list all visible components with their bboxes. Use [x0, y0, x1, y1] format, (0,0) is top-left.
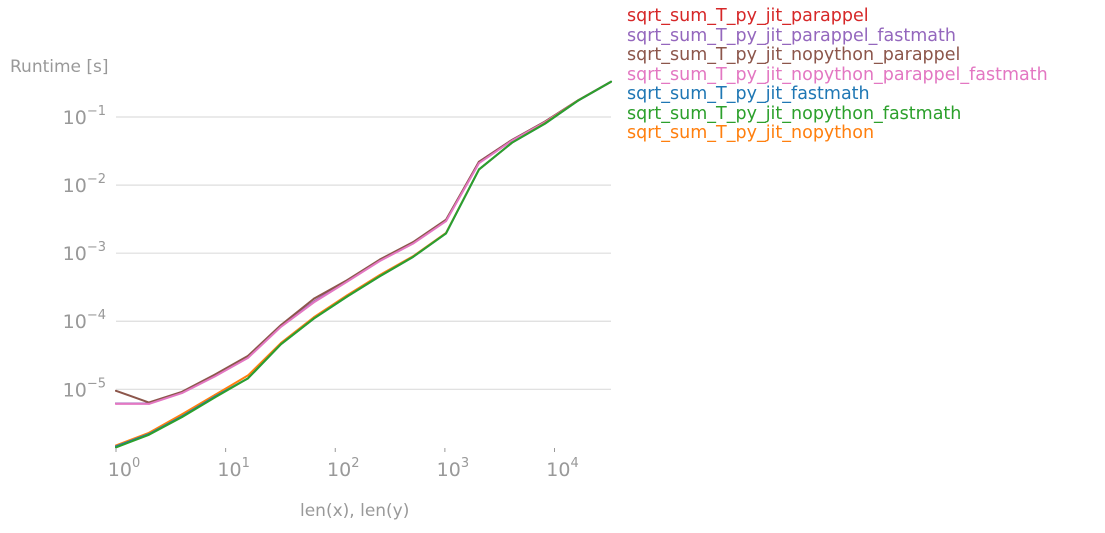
data-point — [115, 389, 117, 392]
data-point — [445, 220, 447, 223]
data-point — [478, 168, 480, 171]
legend-item: sqrt_sum_T_py_jit_nopython — [627, 123, 875, 143]
data-point — [379, 275, 381, 278]
data-point — [148, 433, 150, 436]
y-tick-label: 10−2 — [63, 172, 106, 197]
data-point — [346, 280, 348, 283]
data-point — [412, 242, 414, 245]
y-tick-label: 10−5 — [63, 376, 106, 401]
data-point — [478, 162, 480, 165]
data-point — [610, 80, 612, 83]
data-point — [280, 343, 282, 346]
series-line-sqrt_sum_T_py_jit_nopython — [115, 80, 612, 447]
data-point — [214, 396, 216, 399]
data-point — [313, 301, 315, 304]
data-point — [181, 413, 183, 416]
data-point — [511, 139, 513, 142]
data-point — [577, 99, 579, 102]
x-tick-label: 102 — [327, 456, 359, 481]
data-point — [346, 295, 348, 298]
data-point — [379, 260, 381, 262]
data-point — [115, 403, 117, 405]
series-line-sqrt_sum_T_py_jit_parappel — [115, 80, 612, 405]
series-lines — [115, 80, 612, 449]
data-point — [280, 325, 282, 328]
legend-item: sqrt_sum_T_py_jit_nopython_fastmath — [627, 103, 962, 124]
data-point — [445, 232, 447, 235]
legend-item: sqrt_sum_T_py_jit_nopython_parappel_fast… — [627, 64, 1048, 85]
x-tick-label: 104 — [546, 456, 578, 481]
x-tick-label: 101 — [217, 456, 249, 481]
data-point — [247, 377, 249, 380]
series-line-sqrt_sum_T_py_jit_fastmath — [115, 80, 612, 448]
legend: sqrt_sum_T_py_jit_parappel sqrt_sum_T_py_… — [627, 6, 1048, 144]
data-point — [313, 317, 315, 320]
legend-item: sqrt_sum_T_py_jit_fastmath — [627, 84, 870, 104]
data-point — [181, 416, 183, 419]
data-point — [148, 403, 150, 405]
legend-item: sqrt_sum_T_py_jit_parappel — [627, 6, 869, 26]
x-tick-label: 100 — [108, 456, 140, 481]
legend-item: sqrt_sum_T_py_jit_nopython_parappel — [627, 45, 961, 65]
data-point — [544, 122, 546, 125]
data-point — [115, 446, 117, 449]
series-line-sqrt_sum_T_py_jit_nopython_parappel — [115, 80, 612, 404]
grid-lines — [116, 116, 611, 390]
x-tick-label: 103 — [437, 456, 469, 481]
x-tick-labels: 100 101 102 103 104 — [108, 448, 579, 481]
data-point — [247, 374, 249, 377]
legend-item: sqrt_sum_T_py_jit_parappel_fastmath — [627, 25, 956, 46]
data-point — [214, 375, 216, 378]
series-line-sqrt_sum_T_py_jit_nopython_parappel_fastmath — [115, 80, 612, 405]
y-tick-label: 10−4 — [63, 308, 106, 333]
y-tick-label: 10−3 — [63, 240, 106, 265]
data-point — [247, 356, 249, 359]
series-line-sqrt_sum_T_py_jit_nopython_fastmath — [115, 80, 612, 449]
series-line-sqrt_sum_T_py_jit_parappel_fastmath — [115, 80, 612, 405]
y-tick-labels: 10−5 10−4 10−3 10−2 10−1 — [63, 104, 106, 401]
data-point — [511, 141, 513, 144]
y-tick-label: 10−1 — [63, 104, 106, 129]
data-point — [313, 297, 315, 300]
y-axis-label: Runtime [s] — [10, 57, 109, 77]
data-point — [181, 392, 183, 394]
data-point — [412, 256, 414, 258]
x-axis-label: len(x), len(y) — [300, 501, 410, 521]
